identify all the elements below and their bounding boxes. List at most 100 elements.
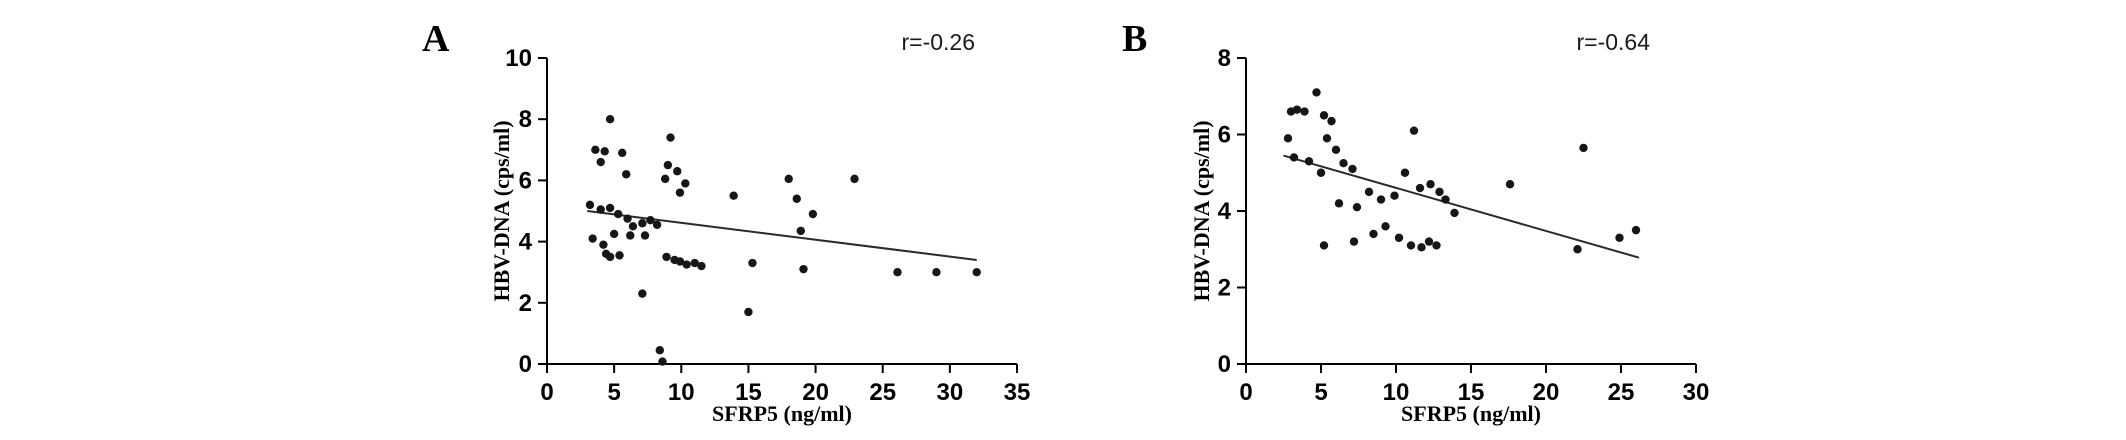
- scatter-point: [615, 251, 624, 260]
- y-tick-label: 10: [505, 45, 532, 72]
- x-tick-label: 25: [1608, 379, 1635, 406]
- scatter-point: [675, 188, 685, 197]
- scatter-point: [618, 148, 627, 158]
- scatter-point: [663, 160, 673, 170]
- scatter-point: [893, 268, 902, 277]
- scatter-point: [1331, 145, 1341, 154]
- scatter-point: [1312, 88, 1321, 97]
- scatter-point: [600, 147, 609, 156]
- x-tick-label: 30: [937, 379, 964, 406]
- scatter-point: [729, 191, 738, 200]
- x-tick-label: 5: [1314, 379, 1327, 406]
- scatter-point: [1400, 168, 1410, 177]
- y-tick-label: 0: [1218, 351, 1231, 378]
- scatter-point: [1322, 134, 1332, 143]
- scatter-point: [1450, 208, 1459, 218]
- scatter-point: [1579, 143, 1588, 153]
- scatter-point: [638, 219, 647, 228]
- scatter-point: [796, 226, 805, 236]
- scatter-point: [850, 174, 859, 184]
- scatter-point: [1289, 153, 1299, 162]
- scatter-plot-b: 0 5 10 15 20 25 30 0 2 4 6 8: [1218, 45, 1710, 406]
- x-tick-label: 5: [607, 379, 620, 406]
- scatter-point: [660, 174, 670, 184]
- scatter-point: [652, 220, 662, 229]
- scatter-point: [1316, 168, 1326, 177]
- scatter-point: [613, 209, 623, 219]
- y-tick-label: 4: [519, 229, 533, 256]
- x-axis-title: SFRP5 (ng/ml): [712, 401, 852, 426]
- scatter-point: [1304, 157, 1314, 166]
- y-tick-label: 2: [519, 290, 532, 317]
- scatter-point: [666, 133, 675, 142]
- scatter-point: [673, 167, 682, 176]
- scatter-point: [1573, 245, 1582, 254]
- scatter-point: [1339, 158, 1348, 168]
- scatter-point: [585, 200, 595, 210]
- scatter-point: [792, 194, 801, 203]
- correlation-annotation: r=-0.64: [1576, 29, 1650, 55]
- scatter-point: [1631, 225, 1641, 235]
- y-tick-label: 2: [1218, 275, 1231, 302]
- x-tick-label: 15: [735, 379, 762, 406]
- scatter-point: [1381, 222, 1390, 231]
- correlation-annotation: r=-0.26: [901, 29, 975, 55]
- scatter-point: [605, 203, 615, 213]
- scatter-point: [596, 205, 605, 214]
- scatter-point: [605, 115, 615, 124]
- scatter-point: [1409, 126, 1419, 135]
- scatter-point: [784, 174, 793, 184]
- scatter-point: [1394, 233, 1404, 242]
- panel-label: A: [422, 18, 450, 60]
- scatter-point: [1319, 111, 1329, 120]
- scatter-point: [1390, 191, 1399, 200]
- scatter-point: [1327, 116, 1336, 126]
- scatter-point: [622, 170, 631, 179]
- x-tick-label: 20: [1533, 379, 1560, 406]
- y-tick-label: 4: [1218, 198, 1232, 225]
- scatter-point: [799, 264, 808, 274]
- scatter-point: [591, 145, 600, 154]
- y-tick-label: 6: [1218, 122, 1231, 149]
- x-tick-label: 30: [1683, 379, 1710, 406]
- x-tick-label: 20: [802, 379, 829, 406]
- scatter-point: [655, 346, 664, 355]
- scatter-point: [1417, 243, 1426, 252]
- scatter-point: [658, 357, 667, 366]
- scatter-point: [1376, 195, 1386, 204]
- trend-line: [1283, 154, 1640, 259]
- scatter-point: [690, 258, 699, 268]
- x-tick-label: 15: [1458, 379, 1485, 406]
- scatter-point: [1369, 229, 1378, 239]
- scatter-point: [1432, 241, 1441, 250]
- panel-a: A r=-0.26 HBV-DNA (cps/ml) 0 5 10 15 20 25 30 3…: [400, 15, 1100, 440]
- scatter-point: [623, 214, 632, 223]
- scatter-point: [697, 261, 706, 271]
- x-tick-label: 25: [869, 379, 896, 406]
- x-tick-label: 10: [1383, 379, 1410, 406]
- scatter-point: [638, 289, 647, 298]
- scatter-point: [1292, 105, 1302, 114]
- scatter-point: [1415, 183, 1425, 193]
- scatter-point: [675, 257, 685, 266]
- scatter-point: [1406, 241, 1416, 250]
- scatter-point: [1505, 180, 1515, 189]
- scatter-point: [1348, 164, 1357, 174]
- x-tick-label: 35: [1004, 379, 1031, 406]
- y-tick-label: 6: [519, 167, 532, 194]
- y-tick-label: 8: [519, 106, 532, 133]
- scatter-point: [599, 240, 608, 249]
- scatter-point: [1424, 237, 1434, 246]
- scatter-point: [646, 215, 655, 225]
- scatter-point: [640, 231, 650, 240]
- scatter-point: [1352, 202, 1362, 212]
- scatter-plot-a: 0 5 10 15 20 25 30 35 0 2 4 6 8 10: [505, 45, 1031, 406]
- x-tick-label: 10: [668, 379, 695, 406]
- scatter-point: [1426, 180, 1435, 189]
- scatter-point: [1349, 237, 1359, 246]
- scatter-point: [1364, 187, 1374, 197]
- panel-b: B r=-0.64 HBV-DNA (cps/ml) 0 5 10 15 20 25 30 0…: [1100, 15, 1800, 440]
- y-tick-label: 8: [1218, 45, 1231, 72]
- x-tick-label: 0: [540, 379, 553, 406]
- scatter-point: [605, 252, 615, 262]
